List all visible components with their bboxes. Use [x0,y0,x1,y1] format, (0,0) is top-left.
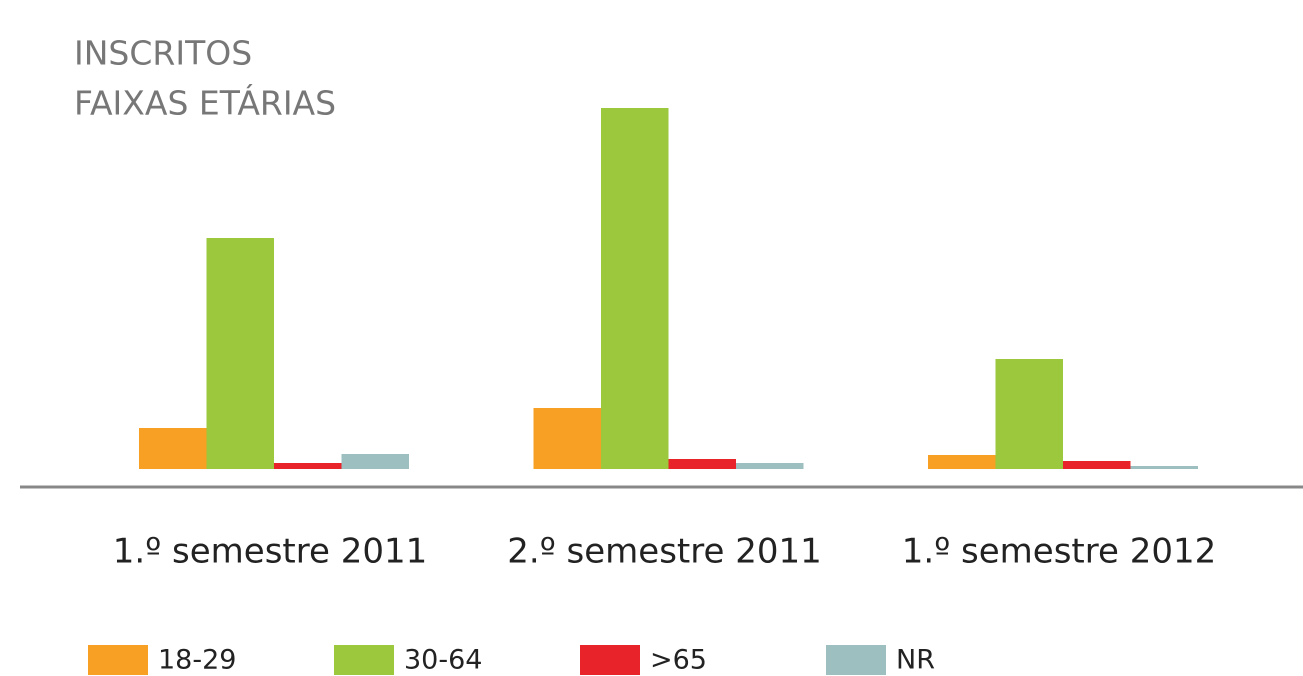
x-tick-label: 2.º semestre 2011 [507,532,821,572]
bar [274,463,342,469]
legend-label: >65 [650,645,707,676]
bar [206,238,274,469]
bar [928,455,996,469]
bar [995,359,1063,469]
chart-subtitle: FAIXAS ETÁRIAS [74,83,336,123]
bar [139,428,207,469]
legend-swatch [826,645,886,675]
chart-title: INSCRITOS [74,34,252,73]
legend-swatch [88,645,148,675]
bar [736,463,804,469]
bar [1063,461,1131,469]
bar [533,408,601,469]
legend-swatch [580,645,640,675]
x-tick-label: 1.º semestre 2012 [902,532,1216,572]
bar [601,108,669,469]
legend-swatch [334,645,394,675]
x-tick-label: 1.º semestre 2011 [113,532,427,572]
bar [1130,466,1198,469]
legend-label: 18-29 [158,645,236,676]
legend-label: NR [896,645,935,676]
legend-label: 30-64 [404,645,482,676]
bar [668,459,736,469]
bar [341,454,409,469]
